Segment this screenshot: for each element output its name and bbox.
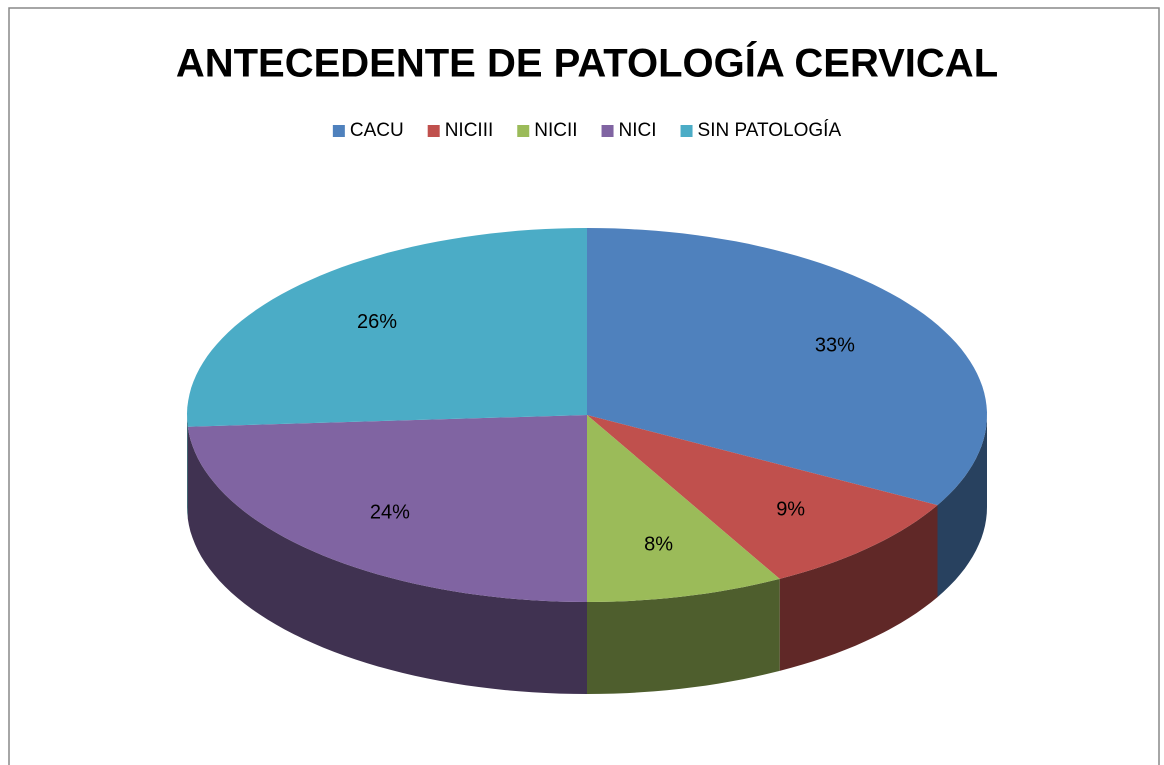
legend-label: CACU [350,120,404,141]
legend-swatch [427,125,440,137]
data-label: 9% [776,498,805,520]
legend-label: NICIII [445,120,494,141]
slice-side [587,578,780,694]
data-label: 24% [370,501,410,523]
legend-label: SIN PATOLOGÍA [698,120,842,141]
slice [587,415,780,602]
legend-swatch [517,125,530,137]
slice-side [187,426,588,694]
data-label: 8% [644,534,673,556]
chart-title: ANTECEDENTE DE PATOLOGÍA CERVICAL [176,41,998,86]
slice-side [779,505,938,671]
legend-swatch [332,125,345,137]
data-label: 26% [357,311,397,333]
slice [587,415,938,579]
data-label: 33% [815,335,855,357]
legend-label: NICII [534,120,577,141]
legend-label: NICI [619,120,657,141]
slice [187,228,587,427]
legend-swatch [601,125,614,137]
slice-side [937,415,987,598]
legend-swatch [680,125,693,137]
slice [187,415,588,602]
slice-side [187,415,188,519]
slice [587,228,987,506]
